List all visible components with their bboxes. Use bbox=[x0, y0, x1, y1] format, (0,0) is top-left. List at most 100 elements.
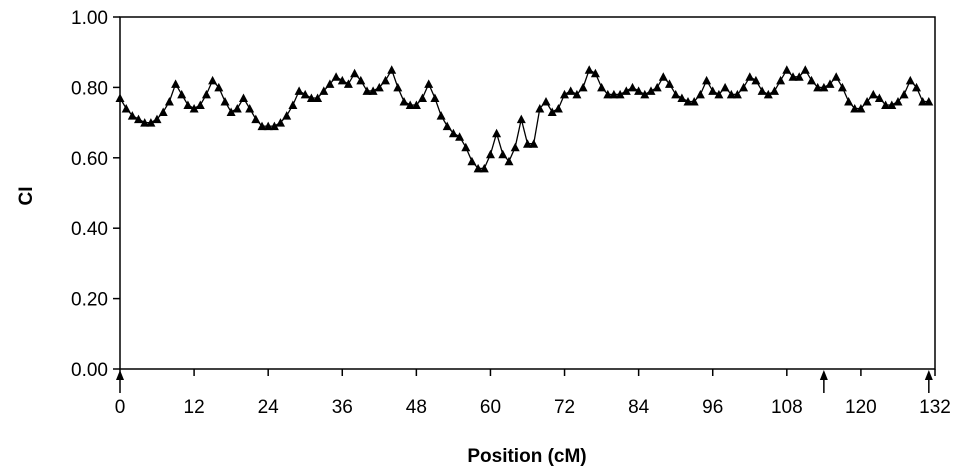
data-point bbox=[473, 163, 483, 173]
data-point bbox=[590, 68, 600, 78]
data-point bbox=[794, 72, 804, 81]
data-point bbox=[566, 86, 576, 95]
data-point bbox=[535, 104, 545, 113]
data-point bbox=[708, 86, 718, 95]
data-point bbox=[720, 82, 730, 92]
data-point bbox=[245, 104, 255, 113]
data-point bbox=[603, 89, 613, 99]
data-point bbox=[325, 79, 335, 88]
data-point bbox=[881, 100, 891, 109]
data-point bbox=[677, 93, 687, 102]
y-tick-label: 0.80 bbox=[71, 78, 108, 99]
data-point bbox=[232, 104, 242, 113]
data-point bbox=[541, 97, 551, 106]
data-point bbox=[751, 75, 761, 85]
x-axis-title: Position (cM) bbox=[467, 446, 586, 467]
data-point bbox=[343, 79, 353, 88]
data-point bbox=[492, 128, 502, 138]
data-point bbox=[640, 89, 650, 99]
data-point bbox=[652, 82, 662, 92]
data-point bbox=[547, 107, 557, 116]
data-point bbox=[850, 104, 860, 113]
data-point bbox=[399, 97, 409, 106]
data-point bbox=[461, 142, 471, 152]
x-tick-label: 0 bbox=[115, 397, 126, 418]
data-point bbox=[788, 72, 798, 81]
data-point bbox=[171, 79, 181, 88]
data-point bbox=[683, 97, 693, 106]
data-point bbox=[671, 89, 681, 99]
series-line bbox=[119, 68, 929, 170]
x-tick-label: 108 bbox=[771, 397, 803, 418]
data-point bbox=[825, 79, 835, 88]
data-point bbox=[905, 75, 915, 85]
data-point bbox=[745, 72, 755, 81]
y-tick-labels: 0.00 0.20 0.40 0.60 0.80 1.00 bbox=[71, 8, 108, 381]
data-point bbox=[251, 114, 261, 124]
data-point bbox=[319, 86, 329, 95]
data-point bbox=[127, 111, 137, 120]
data-point bbox=[529, 139, 539, 148]
y-tick-label: 0.20 bbox=[71, 290, 108, 311]
data-point bbox=[689, 97, 699, 106]
data-point bbox=[732, 89, 742, 99]
data-point bbox=[189, 104, 199, 113]
data-point bbox=[276, 118, 285, 127]
data-point bbox=[288, 100, 298, 109]
data-point bbox=[887, 100, 897, 109]
data-point bbox=[739, 82, 749, 92]
data-point bbox=[282, 111, 292, 120]
plot-frame bbox=[119, 16, 936, 370]
data-point bbox=[486, 149, 495, 159]
data-point bbox=[362, 86, 372, 95]
y-axis-title: CI bbox=[16, 187, 37, 206]
data-point bbox=[146, 118, 156, 127]
data-point bbox=[418, 93, 427, 102]
data-point bbox=[560, 89, 569, 99]
data-point bbox=[634, 86, 644, 95]
data-point bbox=[714, 89, 724, 99]
data-point bbox=[665, 79, 674, 88]
data-point bbox=[479, 163, 489, 173]
data-point bbox=[164, 97, 174, 106]
data-point bbox=[572, 89, 582, 99]
data-point bbox=[239, 93, 248, 102]
x-tick-label: 84 bbox=[628, 397, 650, 418]
data-point bbox=[424, 79, 434, 88]
data-point bbox=[628, 82, 637, 92]
axes bbox=[119, 16, 936, 370]
data-point bbox=[918, 97, 928, 106]
data-point bbox=[646, 86, 656, 95]
data-point bbox=[121, 104, 131, 113]
data-point bbox=[448, 128, 458, 138]
data-point bbox=[430, 93, 440, 102]
data-point bbox=[578, 82, 588, 92]
data-point bbox=[862, 97, 872, 106]
data-point bbox=[140, 118, 150, 127]
data-point bbox=[844, 97, 854, 106]
x-tick-label: 36 bbox=[332, 397, 353, 418]
data-point bbox=[597, 82, 607, 92]
data-point bbox=[584, 65, 594, 74]
data-point bbox=[393, 82, 403, 92]
data-point bbox=[411, 100, 421, 109]
data-point bbox=[782, 65, 792, 74]
data-point bbox=[331, 72, 341, 81]
data-point bbox=[893, 97, 903, 106]
data-point bbox=[813, 82, 823, 92]
data-point bbox=[195, 100, 205, 109]
data-point bbox=[498, 149, 508, 159]
data-point bbox=[269, 121, 279, 131]
data-point bbox=[356, 75, 366, 85]
data-point bbox=[306, 93, 316, 102]
x-tick-label: 132 bbox=[919, 397, 951, 418]
data-point bbox=[770, 86, 779, 95]
data-point bbox=[183, 100, 193, 109]
data-point bbox=[807, 75, 816, 85]
data-point bbox=[819, 82, 829, 92]
data-point bbox=[405, 100, 415, 109]
x-tick-labels: 0 12 24 36 48 60 72 84 96 108 120 132 bbox=[115, 397, 951, 418]
data-point bbox=[800, 65, 810, 74]
